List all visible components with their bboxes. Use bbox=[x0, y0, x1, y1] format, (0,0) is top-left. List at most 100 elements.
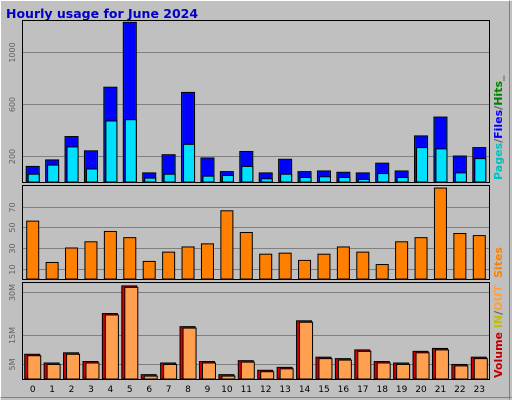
bar-volume-out bbox=[46, 363, 61, 380]
x-tick-label: 17 bbox=[357, 385, 368, 395]
legend-underscore: _ bbox=[492, 75, 505, 81]
bar-pages bbox=[299, 176, 312, 183]
bar-files bbox=[201, 158, 213, 182]
x-tick-label: 0 bbox=[30, 385, 36, 395]
bar-sites bbox=[239, 232, 253, 280]
legend-hits: Hits bbox=[492, 81, 505, 106]
x-tick-label: 6 bbox=[146, 385, 152, 395]
x-tick-label: 10 bbox=[221, 385, 233, 395]
legend-volume: Volume bbox=[492, 332, 505, 378]
bar-pages bbox=[474, 158, 487, 183]
y-tick-label: 30M bbox=[8, 284, 17, 301]
bar-pages bbox=[260, 178, 273, 183]
bar-volume-out bbox=[434, 349, 449, 380]
bar-volume-out bbox=[454, 365, 469, 380]
bar-sites bbox=[103, 230, 117, 280]
legend-sites: Sites bbox=[492, 247, 505, 278]
legend-files: Files bbox=[492, 109, 505, 139]
bar-files bbox=[279, 159, 291, 182]
bar-files bbox=[85, 151, 97, 182]
bar-pages bbox=[47, 164, 60, 183]
plot-area-sites bbox=[22, 185, 490, 280]
plot-area-usage bbox=[22, 20, 490, 183]
bar-volume-out bbox=[124, 286, 139, 380]
bar-pages bbox=[221, 175, 234, 183]
plot-area-volume bbox=[22, 282, 490, 380]
side-label-sites: Sites bbox=[492, 247, 505, 278]
bar-sites bbox=[200, 243, 214, 280]
bar-volume-out bbox=[260, 371, 275, 380]
y-tick-label: 600 bbox=[8, 97, 17, 112]
bar-pages bbox=[163, 173, 176, 183]
x-tick-label: 2 bbox=[69, 385, 75, 395]
legend-out: OUT bbox=[492, 285, 505, 311]
bar-pages bbox=[105, 120, 118, 183]
y-tick-label: 50 bbox=[8, 222, 17, 232]
bar-pages bbox=[280, 173, 293, 183]
bar-sites bbox=[26, 220, 40, 280]
x-tick-label: 15 bbox=[318, 385, 329, 395]
x-tick-label: 14 bbox=[299, 385, 311, 395]
x-tick-label: 18 bbox=[376, 385, 388, 395]
bar-sites bbox=[162, 251, 176, 280]
bar-pages bbox=[454, 172, 467, 183]
y-tick-label: 200 bbox=[8, 149, 17, 164]
bar-volume-out bbox=[473, 358, 488, 380]
bar-pages bbox=[435, 148, 448, 183]
bar-volume-out bbox=[66, 353, 81, 380]
legend-slash-2: / bbox=[492, 105, 505, 110]
x-tick-label: 5 bbox=[127, 385, 133, 395]
bar-pages bbox=[66, 146, 79, 183]
x-tick-label: 19 bbox=[396, 385, 408, 395]
bar-sites bbox=[65, 247, 79, 280]
bar-volume-out bbox=[27, 355, 42, 380]
bar-volume-out bbox=[163, 363, 178, 380]
bar-sites bbox=[123, 237, 137, 280]
bar-pages bbox=[377, 173, 390, 183]
bar-pages bbox=[124, 119, 137, 183]
bar-pages bbox=[27, 173, 40, 183]
bar-pages bbox=[183, 143, 196, 183]
side-label-usage: Pages/Files/Hits_ bbox=[492, 75, 505, 180]
bar-pages bbox=[338, 176, 351, 183]
bar-volume-out bbox=[337, 359, 352, 380]
bar-files bbox=[376, 163, 388, 182]
x-tick-label: 13 bbox=[279, 385, 290, 395]
y-tick-label: 70 bbox=[8, 202, 17, 212]
y-tick-label: 30 bbox=[8, 243, 17, 253]
bar-sites bbox=[45, 261, 59, 280]
bar-sites bbox=[356, 251, 370, 280]
bar-sites bbox=[375, 264, 389, 280]
bar-sites bbox=[395, 241, 409, 280]
x-tick-label: 20 bbox=[415, 385, 427, 395]
x-tick-label: 9 bbox=[205, 385, 211, 395]
bar-volume-out bbox=[104, 314, 119, 380]
bar-volume-out bbox=[85, 362, 100, 380]
bar-sites bbox=[336, 246, 350, 280]
bar-volume-out bbox=[240, 361, 255, 380]
legend-in: IN bbox=[492, 315, 505, 332]
side-label-volume: Volume IN/OUT bbox=[492, 285, 505, 378]
bar-volume-out bbox=[143, 375, 158, 380]
legend-slash-3: / bbox=[492, 310, 505, 315]
x-tick-label: 16 bbox=[338, 385, 350, 395]
bar-volume-out bbox=[182, 327, 197, 380]
bar-files bbox=[454, 156, 466, 182]
x-tick-label: 1 bbox=[49, 385, 55, 395]
bar-volume-out bbox=[376, 362, 391, 380]
x-tick-label: 8 bbox=[185, 385, 191, 395]
bar-files bbox=[396, 171, 408, 182]
bar-sites bbox=[278, 252, 292, 280]
chart-bars bbox=[24, 21, 488, 380]
x-tick-label: 22 bbox=[454, 385, 465, 395]
legend-pages: Pages bbox=[492, 142, 505, 180]
y-tick-label: 5M bbox=[8, 358, 17, 370]
bar-volume-out bbox=[221, 375, 236, 380]
bar-volume-out bbox=[318, 358, 333, 380]
x-tick-label: 7 bbox=[166, 385, 172, 395]
bar-pages bbox=[396, 176, 409, 183]
bar-sites bbox=[472, 235, 486, 280]
legend-slash-1: / bbox=[492, 138, 505, 143]
